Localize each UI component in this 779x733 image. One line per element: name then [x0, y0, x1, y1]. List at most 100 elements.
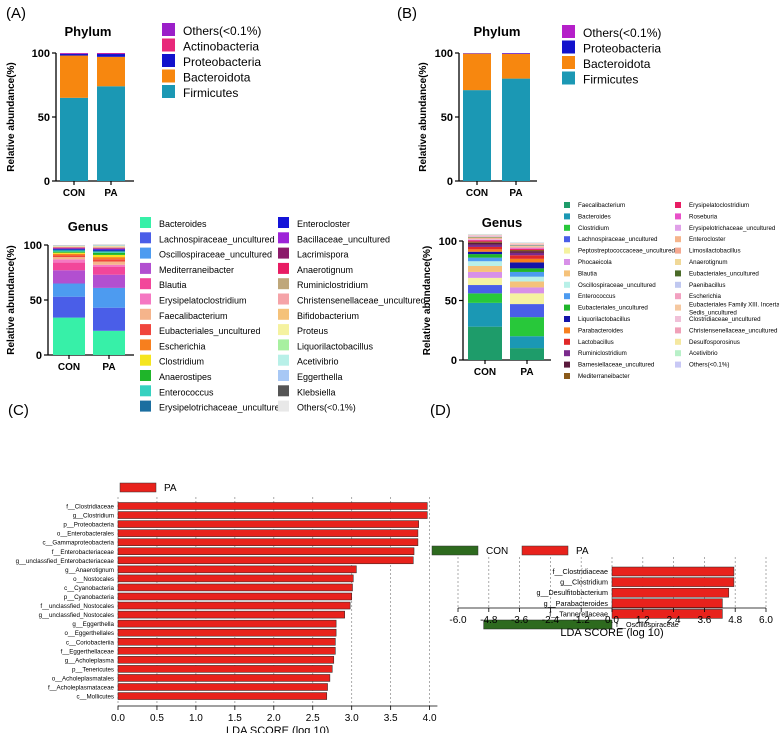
bar-segment	[468, 277, 502, 286]
lda-bar	[117, 692, 328, 700]
bar-segment	[97, 56, 125, 87]
legend-swatch	[675, 259, 681, 265]
legend-swatch	[278, 247, 289, 259]
x-tick-label: 2.0	[267, 713, 281, 724]
legend-swatch	[140, 400, 151, 412]
bar-segment	[53, 249, 85, 251]
legend-swatch	[564, 202, 570, 208]
bar-segment	[53, 317, 85, 355]
bar-label: g__unclassfied_Nostocales	[39, 612, 114, 619]
legend-label: Others(<0.1%)	[689, 362, 729, 369]
x-tick-label: PA	[509, 188, 522, 199]
y-tick-label: 50	[38, 112, 50, 124]
lda-bar	[117, 583, 353, 592]
legend-swatch	[675, 281, 681, 288]
bar-segment	[510, 251, 544, 253]
bar-segment	[510, 348, 544, 360]
bar-label: c__Coriobacteriia	[66, 639, 115, 646]
legend-swatch	[562, 71, 575, 85]
legend-label: Others(<0.1%)	[297, 403, 356, 413]
lda-bar	[483, 619, 613, 630]
lda-bar	[117, 592, 352, 601]
legend-label: Paenibacillus	[689, 282, 725, 289]
x-tick-label: 0.5	[150, 713, 164, 724]
bar-segment	[93, 330, 125, 355]
bar-segment	[93, 252, 125, 255]
y-tick-label: 0	[36, 350, 42, 362]
legend-label: PA	[164, 483, 177, 494]
legend-swatch	[562, 25, 575, 38]
legend-label: Blautia	[578, 270, 597, 277]
bar-segment	[468, 238, 502, 240]
panel-label-b: (B)	[397, 5, 417, 22]
bar-label: p__Cyanobacteria	[64, 594, 115, 601]
legend-label: Clostridiaceae_uncultured	[689, 316, 761, 323]
bar-segment	[510, 246, 544, 247]
lda-bar	[117, 656, 335, 664]
chart-title: Phylum	[65, 24, 112, 39]
legend-swatch	[564, 270, 570, 277]
bar-segment	[468, 246, 502, 250]
lda-bar	[117, 574, 354, 583]
lda-bar	[611, 577, 735, 587]
y-tick-label: 100	[439, 236, 457, 248]
chart-title: Phylum	[474, 24, 521, 39]
legend-swatch	[675, 316, 681, 322]
legend-label: Ruminiclostridium	[578, 350, 627, 357]
bar-segment	[53, 283, 85, 297]
legend-label: Eggerthella	[297, 372, 343, 382]
panel-label-d: (D)	[430, 402, 451, 419]
chart-title: Genus	[68, 219, 108, 234]
panel-label-a: (A)	[6, 5, 26, 22]
y-axis-label: Relative abundance(%)	[422, 246, 433, 355]
bar-segment	[53, 252, 85, 254]
y-axis-label: Relative abundance(%)	[418, 62, 429, 171]
lda-bar	[117, 547, 415, 555]
bar-segment	[510, 247, 544, 249]
bar-segment	[93, 287, 125, 308]
bar-segment	[60, 53, 88, 54]
legend-swatch	[675, 236, 681, 243]
legend-label: Enterococcus	[578, 293, 616, 300]
bar-segment	[510, 336, 544, 349]
bar-segment	[53, 248, 85, 250]
legend-label: Erysipelatoclostridium	[159, 296, 247, 306]
x-tick-label: 2.4	[667, 615, 681, 626]
legend-label: Oscillospiraceae_uncultured	[159, 250, 272, 260]
bar-segment	[93, 257, 125, 260]
legend-swatch	[564, 281, 570, 288]
bar-segment	[510, 268, 544, 272]
legend-swatch	[162, 38, 175, 52]
legend-label: Roseburia	[689, 213, 718, 220]
bar-segment	[93, 248, 125, 249]
bar-segment	[97, 53, 125, 55]
bar-segment	[510, 287, 544, 294]
y-tick-label: 0	[451, 355, 457, 367]
bar-label: f__Oscillospiraceae	[616, 620, 679, 629]
legend-swatch	[162, 85, 175, 98]
legend-label: Desulfosporosinus	[689, 339, 740, 346]
legend-label: Enterococcus	[159, 387, 214, 397]
bar-label: f__Tannerellaceae	[549, 609, 608, 618]
legend-swatch	[675, 361, 681, 368]
bar-segment	[93, 264, 125, 267]
chart-c-lda: PA f__Clostridiaceae g__Clostridium p__Prot…	[16, 482, 438, 733]
bar-segment	[463, 53, 491, 91]
legend-label: Erysipelotrichaceae_uncultured	[159, 403, 285, 413]
legend-label: Anaerotignum	[297, 265, 353, 275]
legend-label: Bacteroides	[578, 213, 611, 220]
bar-segment	[53, 296, 85, 318]
x-tick-label: 4.8	[728, 615, 742, 626]
x-tick-label: 4.0	[423, 713, 437, 724]
legend-swatch	[675, 338, 681, 345]
bar-label: g__Clostridium	[560, 578, 608, 587]
bar-segment	[510, 262, 544, 269]
legend-swatch	[564, 224, 570, 231]
bar-segment	[502, 53, 530, 54]
bar-segment	[468, 244, 502, 247]
legend-swatch	[564, 247, 570, 254]
y-tick-label: 50	[441, 112, 453, 124]
bar-label: f__unclassfied_Nostocales	[40, 603, 114, 610]
bar-segment	[53, 253, 85, 256]
x-tick-label: 0.0	[111, 713, 125, 724]
